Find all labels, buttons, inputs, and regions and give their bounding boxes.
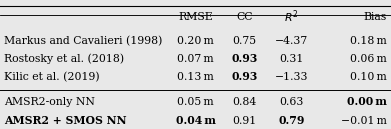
- Text: Bias: Bias: [364, 12, 387, 22]
- Text: −1.33: −1.33: [274, 72, 308, 82]
- Text: 0.18 m: 0.18 m: [350, 36, 387, 46]
- Text: 0.06 m: 0.06 m: [350, 54, 387, 64]
- Text: AMSR2 + SMOS NN: AMSR2 + SMOS NN: [4, 115, 127, 126]
- Text: 0.20 m: 0.20 m: [177, 36, 214, 46]
- Text: 0.79: 0.79: [278, 115, 305, 126]
- Text: Kilic et al. (2019): Kilic et al. (2019): [4, 72, 100, 82]
- Text: RMSE: RMSE: [178, 12, 213, 22]
- Text: −0.01 m: −0.01 m: [341, 116, 387, 126]
- Text: 0.63: 0.63: [279, 97, 303, 107]
- Text: Markus and Cavalieri (1998): Markus and Cavalieri (1998): [4, 35, 162, 46]
- Text: 0.93: 0.93: [231, 71, 258, 82]
- Text: 0.93: 0.93: [231, 53, 258, 64]
- Text: 0.00 m: 0.00 m: [347, 96, 387, 107]
- Text: 0.07 m: 0.07 m: [177, 54, 214, 64]
- Text: $R^2$: $R^2$: [284, 9, 298, 25]
- Text: 0.84: 0.84: [232, 97, 256, 107]
- Text: AMSR2-only NN: AMSR2-only NN: [4, 97, 95, 107]
- Text: 0.04 m: 0.04 m: [176, 115, 215, 126]
- Text: CC: CC: [236, 12, 253, 22]
- Text: Rostosky et al. (2018): Rostosky et al. (2018): [4, 53, 124, 64]
- Text: 0.13 m: 0.13 m: [177, 72, 214, 82]
- Text: 0.91: 0.91: [232, 116, 256, 126]
- Text: 0.31: 0.31: [279, 54, 303, 64]
- Text: −4.37: −4.37: [274, 36, 308, 46]
- Text: 0.10 m: 0.10 m: [350, 72, 387, 82]
- Text: 0.75: 0.75: [232, 36, 256, 46]
- Text: 0.05 m: 0.05 m: [177, 97, 214, 107]
